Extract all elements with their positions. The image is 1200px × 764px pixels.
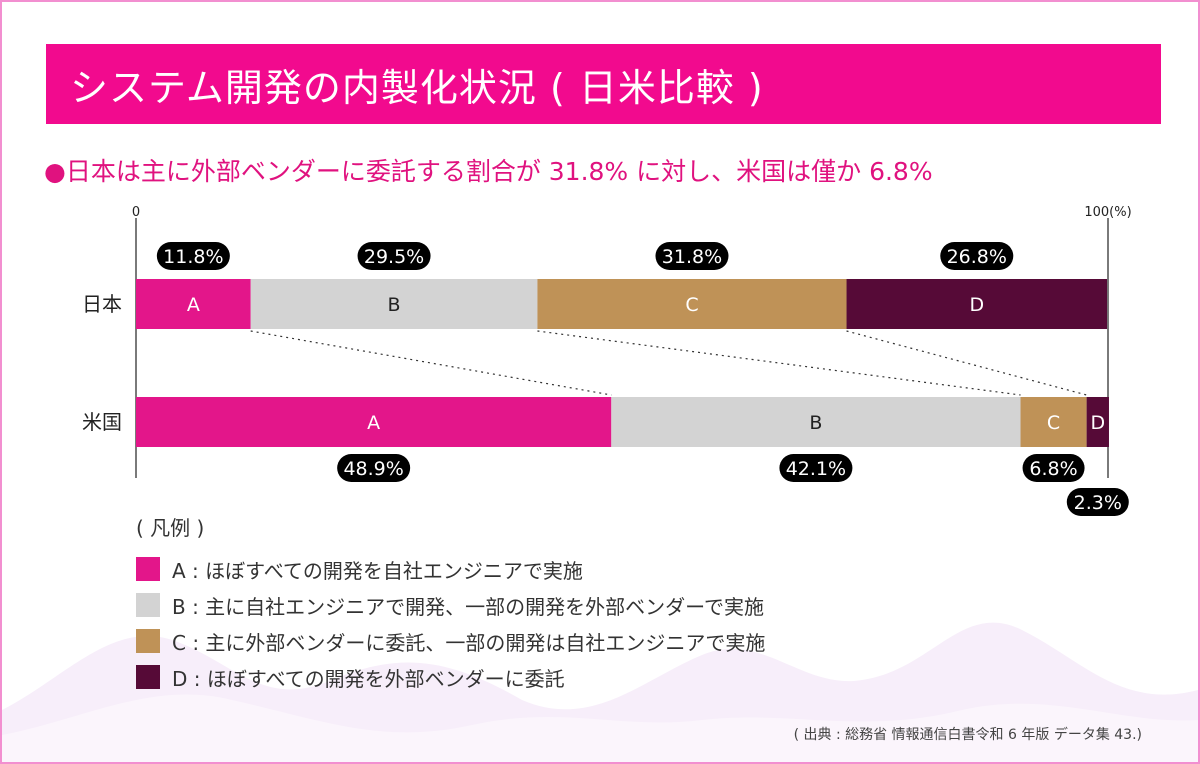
segment-letter-usa-c: C — [1047, 412, 1060, 434]
legend-item-a: A : ほぼすべての開発を自社エンジニアで実施 — [136, 551, 765, 587]
connector-line-a — [250, 330, 612, 396]
segment-letter-usa-b: B — [809, 412, 822, 434]
bar-japan-b — [250, 279, 538, 329]
value-label-usa-a: 48.9% — [343, 458, 403, 480]
bar-japan-a — [136, 279, 251, 329]
legend-item-d: D : ほぼすべての開発を外部ベンダーに委託 — [136, 659, 765, 695]
value-label-japan-a: 11.8% — [163, 246, 223, 268]
legend-label-d: D : ほぼすべての開発を外部ベンダーに委託 — [172, 666, 565, 691]
segment-letter-usa-a: A — [367, 412, 380, 434]
chart-subtitle: ●日本は主に外部ベンダーに委託する割合が 31.8% に対し、米国は僅か 6.8… — [44, 157, 933, 186]
legend: ( 凡例 ) A : ほぼすべての開発を自社エンジニアで実施 B : 主に自社エ… — [136, 512, 765, 695]
bar-usa-b — [611, 397, 1021, 447]
legend-label-c: C : 主に外部ベンダーに委託、一部の開発は自社エンジニアで実施 — [172, 630, 766, 655]
value-pill-usa-d — [1066, 488, 1129, 516]
legend-swatch-a — [136, 557, 160, 581]
bar-japan-c — [537, 279, 847, 329]
category-label-japan: 日本 — [82, 292, 122, 316]
bar-usa-c — [1020, 397, 1087, 447]
value-pill-japan-b — [357, 242, 431, 270]
axis-tick-0: 0 — [132, 205, 140, 220]
page-title-text: システム開発の内製化状況 ( 日米比較 ) — [70, 65, 764, 110]
value-pill-usa-c — [1022, 454, 1085, 482]
bar-japan-d — [846, 279, 1108, 329]
decorative-waves — [2, 622, 1198, 762]
value-label-usa-c: 6.8% — [1029, 458, 1077, 480]
value-pill-japan-a — [156, 242, 230, 270]
page-title: システム開発の内製化状況 ( 日米比較 ) — [46, 44, 1161, 124]
legend-swatch-c — [136, 629, 160, 653]
value-pill-usa-a — [337, 454, 411, 482]
segment-letter-japan-c: C — [685, 294, 698, 316]
segment-letter-usa-d: D — [1090, 412, 1105, 434]
bar-usa-a — [136, 397, 612, 447]
segment-letter-japan-d: D — [969, 294, 984, 316]
connector-line-b — [537, 330, 1021, 396]
legend-label-b: B : 主に自社エンジニアで開発、一部の開発を外部ベンダーで実施 — [172, 594, 764, 619]
legend-swatch-d — [136, 665, 160, 689]
value-label-usa-b: 42.1% — [786, 458, 846, 480]
value-label-japan-b: 29.5% — [364, 246, 424, 268]
value-label-japan-c: 31.8% — [662, 246, 722, 268]
bar-usa-d — [1086, 397, 1109, 447]
legend-label-a: A : ほぼすべての開発を自社エンジニアで実施 — [172, 558, 583, 583]
value-label-usa-d: 2.3% — [1074, 492, 1122, 514]
connector-line-c — [846, 330, 1087, 396]
legend-item-c: C : 主に外部ベンダーに委託、一部の開発は自社エンジニアで実施 — [136, 623, 765, 659]
segment-letter-japan-b: B — [388, 294, 401, 316]
legend-title: ( 凡例 ) — [136, 516, 205, 540]
axis-tick-100: 100(%) — [1084, 205, 1131, 220]
category-label-usa: 米国 — [82, 410, 122, 434]
value-label-japan-d: 26.8% — [947, 246, 1007, 268]
value-pill-japan-c — [655, 242, 729, 270]
value-pill-usa-b — [779, 454, 853, 482]
segment-letter-japan-a: A — [187, 294, 200, 316]
value-pill-japan-d — [940, 242, 1014, 270]
legend-swatch-b — [136, 593, 160, 617]
source-note: ( 出典 : 総務省 情報通信白書令和 6 年版 データ集 43.) — [793, 727, 1142, 743]
legend-item-b: B : 主に自社エンジニアで開発、一部の開発を外部ベンダーで実施 — [136, 587, 765, 623]
